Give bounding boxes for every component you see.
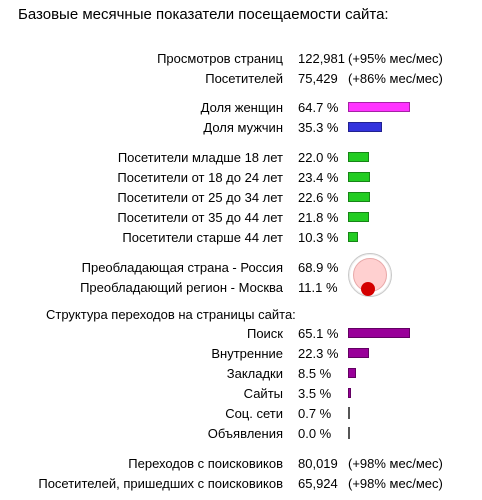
search-visitors-row: Посетителей, пришедших с поисковиков 65,… xyxy=(0,474,482,494)
age-bar xyxy=(348,232,358,242)
referral-row: Поиск 65.1 % xyxy=(0,324,482,344)
age-bar xyxy=(348,172,370,182)
male-share-value: 35.3 % xyxy=(298,120,339,135)
referral-bar xyxy=(348,427,350,439)
age-bar xyxy=(348,212,369,222)
referral-bar xyxy=(348,388,351,398)
page-title: Базовые месячные показатели посещаемости… xyxy=(18,6,389,23)
referral-bar xyxy=(348,348,369,358)
referral-label: Поиск xyxy=(246,326,283,341)
region-value: 11.1 % xyxy=(298,280,338,295)
country-label: Преобладающая страна - Россия xyxy=(81,260,283,275)
search-visitors-label: Посетителей, пришедших с поисковиков xyxy=(38,476,283,491)
age-bar xyxy=(348,192,370,202)
search-referrals-label: Переходов с поисковиков xyxy=(128,456,283,471)
visitors-row: Посетителей 75,429 (+86% мес/мес) xyxy=(0,69,482,89)
male-share-row: Доля мужчин 35.3 % xyxy=(0,118,482,138)
age-row: Посетители от 18 до 24 лет 23.4 % xyxy=(0,168,482,188)
referral-row: Внутренние 22.3 % xyxy=(0,344,482,364)
pageviews-change: (+95% мес/мес) xyxy=(348,51,443,66)
referral-value: 8.5 % xyxy=(298,366,332,381)
age-label: Посетители младше 18 лет xyxy=(117,150,283,165)
region-label: Преобладающий регион - Москва xyxy=(80,280,283,295)
age-value: 21.8 % xyxy=(298,210,339,225)
referral-row: Сайты 3.5 % xyxy=(0,384,482,404)
referral-bar xyxy=(348,407,350,419)
region-row: Преобладающий регион - Москва 11.1 % xyxy=(0,278,482,298)
age-row: Посетители от 35 до 44 лет 21.8 % xyxy=(0,208,482,228)
referral-row: Соц. сети 0.7 % xyxy=(0,404,482,424)
search-referrals-value: 80,019 xyxy=(298,456,338,471)
pageviews-value: 122,981 xyxy=(298,51,345,66)
referral-label: Закладки xyxy=(226,366,283,381)
referral-value: 22.3 % xyxy=(298,346,339,361)
age-value: 22.0 % xyxy=(298,150,339,165)
geo-share-circle-icon xyxy=(348,253,392,297)
region-share-circle xyxy=(361,282,375,296)
referral-value: 65.1 % xyxy=(298,326,339,341)
age-value: 22.6 % xyxy=(298,190,339,205)
visitors-label: Посетителей xyxy=(205,71,283,86)
male-share-bar xyxy=(348,122,382,132)
referral-value: 0.0 % xyxy=(298,426,332,441)
female-share-bar xyxy=(348,102,410,112)
referral-label: Соц. сети xyxy=(225,406,283,421)
female-share-label: Доля женщин xyxy=(200,100,283,115)
male-share-label: Доля мужчин xyxy=(203,120,283,135)
age-label: Посетители от 25 до 34 лет xyxy=(117,190,283,205)
referral-row: Закладки 8.5 % xyxy=(0,364,482,384)
referral-label: Внутренние xyxy=(211,346,283,361)
search-referrals-change: (+98% мес/мес) xyxy=(348,456,443,471)
female-share-value: 64.7 % xyxy=(298,100,339,115)
pageviews-row: Просмотров страниц 122,981 (+95% мес/мес… xyxy=(0,49,482,69)
referral-value: 0.7 % xyxy=(298,406,332,421)
country-value: 68.9 % xyxy=(298,260,339,275)
age-row: Посетители младше 18 лет 22.0 % xyxy=(0,148,482,168)
age-row: Посетители старше 44 лет 10.3 % xyxy=(0,228,482,248)
visitors-value: 75,429 xyxy=(298,71,338,86)
female-share-row: Доля женщин 64.7 % xyxy=(0,98,482,118)
age-label: Посетители от 18 до 24 лет xyxy=(117,170,283,185)
referral-value: 3.5 % xyxy=(298,386,332,401)
visitors-change: (+86% мес/мес) xyxy=(348,71,443,86)
referrals-title: Структура переходов на страницы сайта: xyxy=(46,307,296,322)
age-label: Посетители старше 44 лет xyxy=(122,230,283,245)
referral-row: Объявления 0.0 % xyxy=(0,424,482,444)
age-value: 23.4 % xyxy=(298,170,339,185)
age-row: Посетители от 25 до 34 лет 22.6 % xyxy=(0,188,482,208)
pageviews-label: Просмотров страниц xyxy=(157,51,283,66)
search-visitors-change: (+98% мес/мес) xyxy=(348,476,443,491)
referral-label: Объявления xyxy=(207,426,283,441)
age-label: Посетители от 35 до 44 лет xyxy=(117,210,283,225)
referral-bar xyxy=(348,328,410,338)
age-bar xyxy=(348,152,369,162)
country-row: Преобладающая страна - Россия 68.9 % xyxy=(0,258,482,278)
age-value: 10.3 % xyxy=(298,230,339,245)
referral-bar xyxy=(348,368,356,378)
search-referrals-row: Переходов с поисковиков 80,019 (+98% мес… xyxy=(0,454,482,474)
referral-label: Сайты xyxy=(243,386,283,401)
search-visitors-value: 65,924 xyxy=(298,476,338,491)
